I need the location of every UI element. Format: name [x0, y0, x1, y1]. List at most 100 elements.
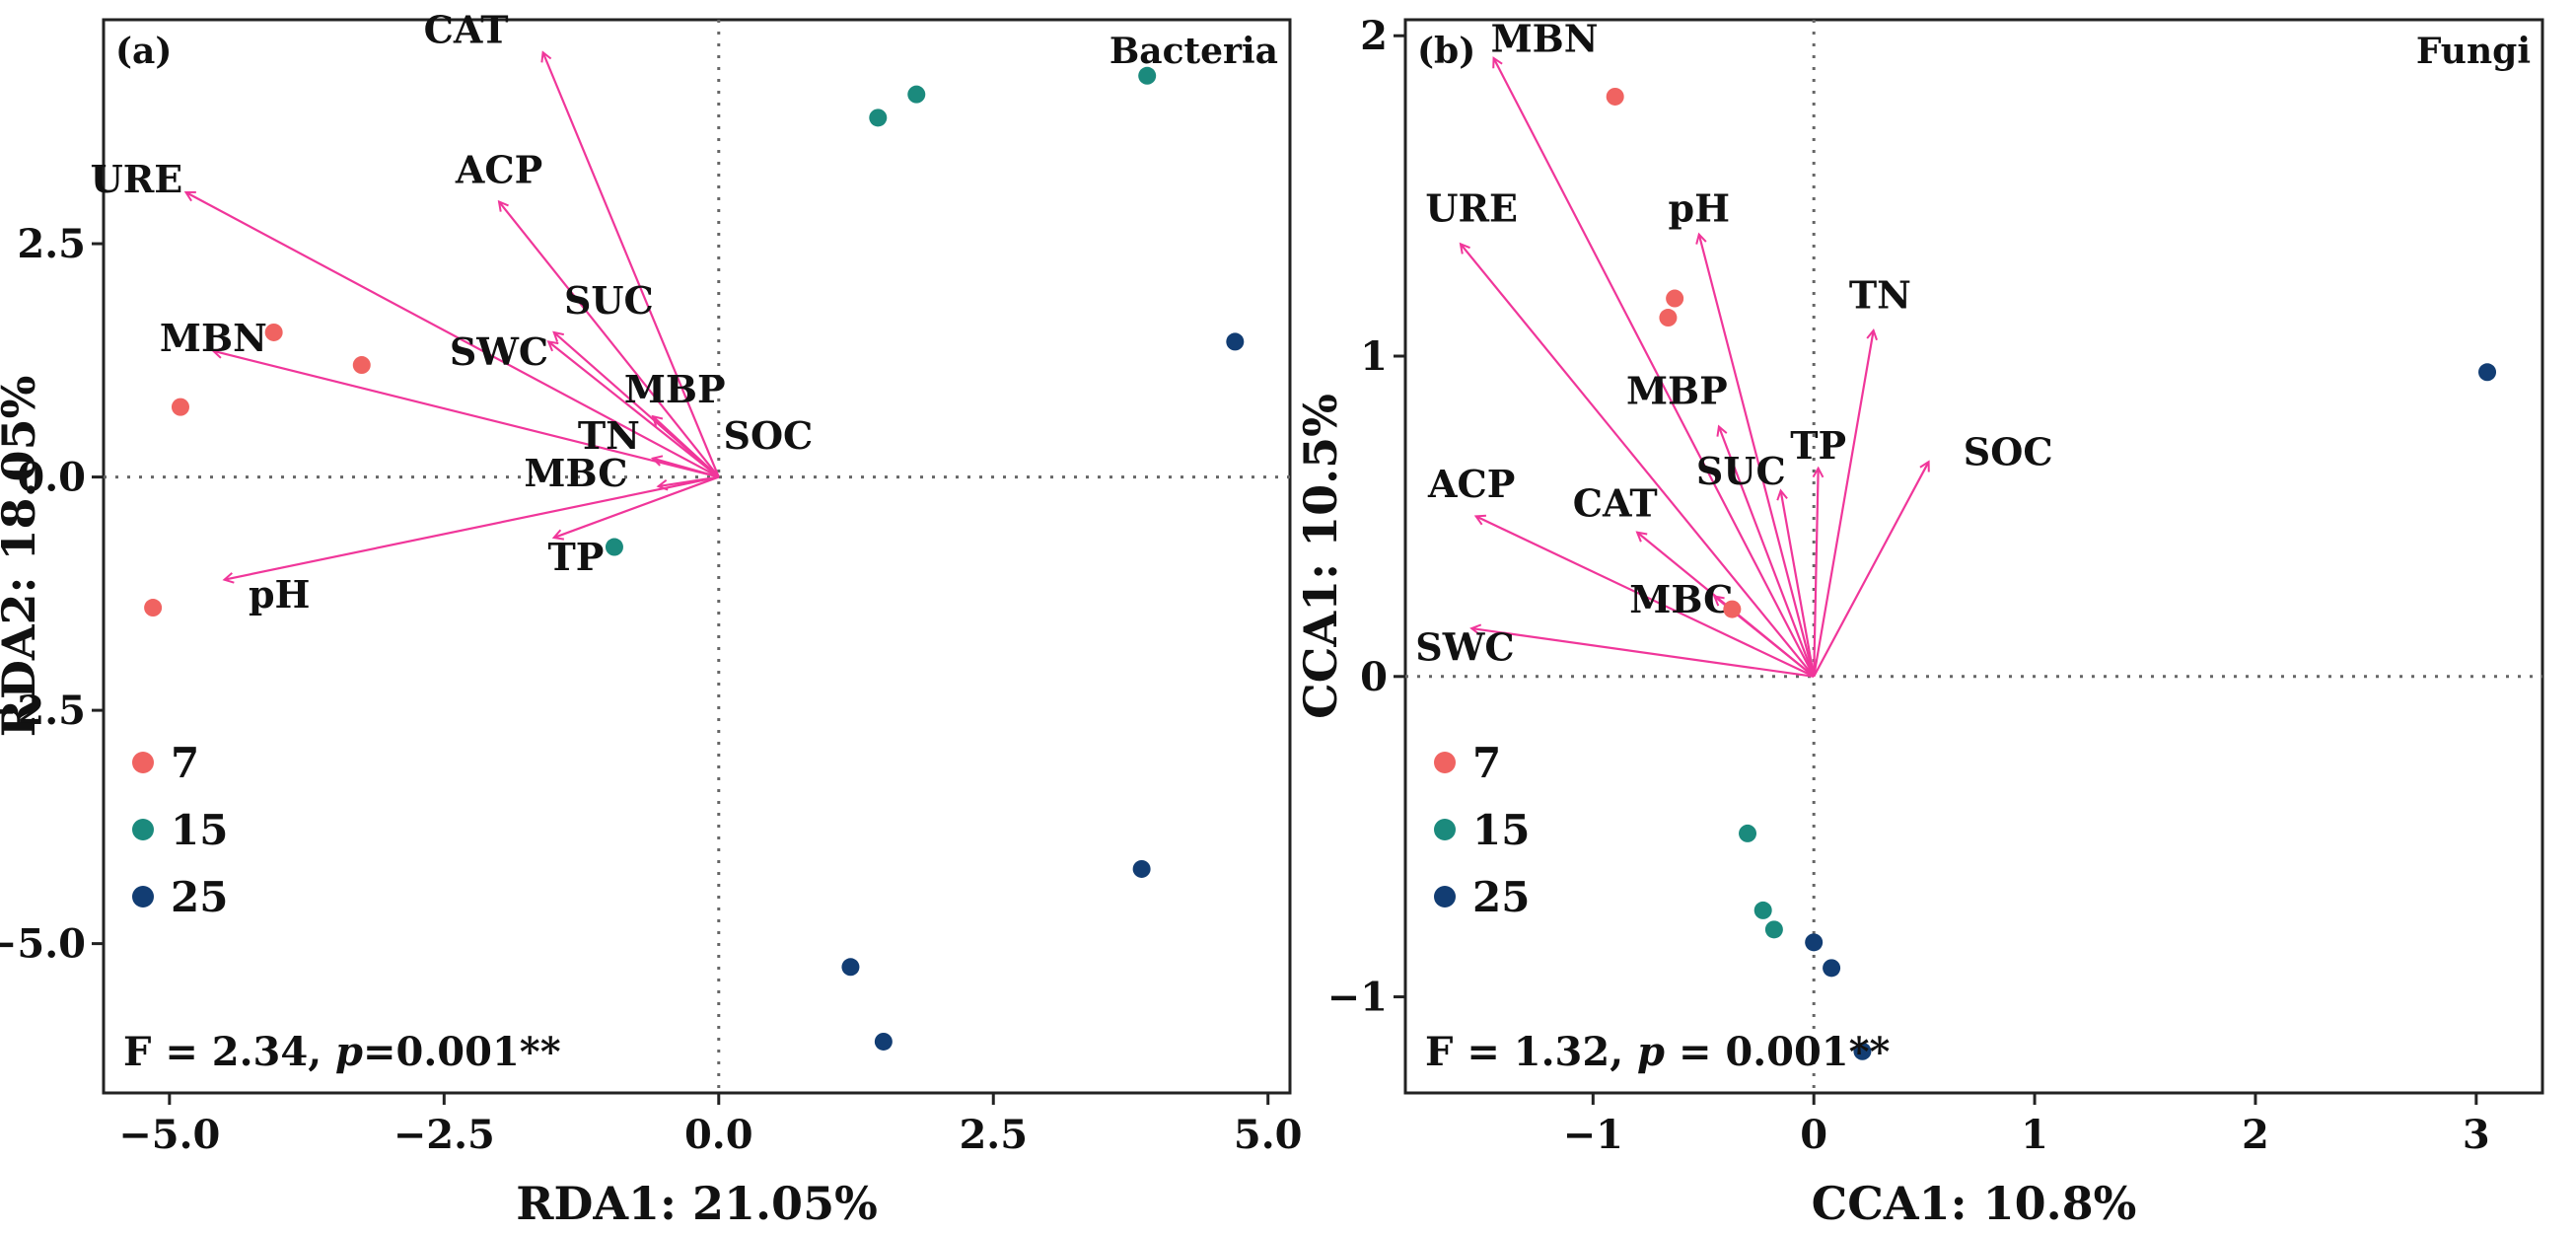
vector-label-ure: URE: [1425, 186, 1518, 231]
legend-swatch-7: [1434, 752, 1456, 773]
vector-swc: [548, 341, 720, 478]
x-axis-ticks: −5.0 −2.5 0.0 2.5 5.0: [118, 1093, 1303, 1158]
legend-swatch-15: [1434, 819, 1456, 840]
vector-ure: [1461, 244, 1816, 678]
vector-label-ph: pH: [1669, 186, 1730, 231]
y-tick-label: 0.0: [17, 455, 86, 501]
zero-reference-lines: [104, 20, 1290, 1093]
stat-p: p: [1637, 1029, 1665, 1075]
vector-label-mbp: MBP: [624, 367, 726, 411]
vector-ure: [186, 192, 720, 478]
x-tick-label: 0: [1800, 1112, 1827, 1158]
plot-frame: [102, 18, 1292, 1095]
point-group-15: [1138, 66, 1157, 85]
vector-tp: [554, 475, 720, 538]
point-group-25: [2478, 363, 2497, 382]
vector-tn: [653, 459, 720, 478]
vector-mbp: [653, 416, 720, 478]
point-group-15: [1739, 824, 1757, 842]
point-group-15: [1753, 901, 1772, 919]
vector-cat: [543, 52, 720, 478]
y-axis-label: CCA1: 10.5%: [1294, 394, 1347, 719]
x-tick-label: 0.0: [684, 1112, 753, 1158]
legend-label-25: 25: [171, 873, 228, 921]
vector-label-acp: ACP: [1427, 462, 1515, 506]
point-group-15: [907, 85, 926, 104]
stat-annotation: F = 2.34, p=0.001**: [123, 1029, 561, 1075]
panel-label: (a): [115, 31, 172, 72]
vector-mbn: [213, 351, 720, 478]
legend-label-25: 25: [1472, 873, 1530, 921]
y-tick-label: 2: [1360, 13, 1388, 59]
vector-label-mbn: MBN: [1491, 16, 1599, 60]
x-tick-label: 1: [2021, 1112, 2048, 1158]
vector-label-tn: TN: [578, 413, 640, 458]
x-tick-label: −5.0: [118, 1112, 220, 1158]
vector-label-cat: CAT: [424, 8, 509, 52]
legend-swatch-7: [132, 752, 154, 773]
legend-swatch-15: [132, 819, 154, 840]
y-tick-label: −2.5: [0, 688, 86, 734]
x-tick-label: −1: [1563, 1112, 1623, 1158]
point-group-7: [1606, 87, 1624, 106]
legend-label-15: 15: [171, 806, 228, 854]
stat-prefix: F = 2.34,: [123, 1029, 335, 1075]
zero-reference-lines: [1405, 20, 2542, 1093]
point-group-7: [171, 398, 189, 416]
environment-vectors: [186, 52, 720, 580]
vector-label-acp: ACP: [455, 148, 542, 192]
vector-label-mbp: MBP: [1626, 369, 1728, 413]
panel-title: Fungi: [2416, 31, 2531, 72]
x-tick-label: −2.5: [394, 1112, 495, 1158]
vector-label-suc: SUC: [564, 278, 654, 323]
point-group-25: [874, 1032, 893, 1051]
x-tick-label: 2: [2242, 1112, 2269, 1158]
vector-ph: [225, 475, 720, 580]
stat-p: p: [335, 1029, 363, 1075]
vector-label-soc: SOC: [1964, 429, 2053, 473]
sample-points: [144, 66, 1245, 1051]
vector-mbp: [1719, 426, 1816, 678]
point-group-7: [352, 356, 371, 375]
point-group-25: [1132, 859, 1151, 878]
vector-label-suc: SUC: [1696, 449, 1786, 493]
vector-tn: [1813, 330, 1873, 677]
vector-label-mbc: MBC: [1629, 577, 1733, 621]
stat-suffix: = 0.001**: [1665, 1029, 1891, 1075]
x-axis-label: CCA1: 10.8%: [1812, 1177, 2137, 1230]
panel-label: (b): [1417, 31, 1475, 72]
point-group-7: [1659, 309, 1678, 327]
y-tick-label: 0: [1360, 654, 1388, 700]
vector-label-ph: pH: [249, 572, 310, 617]
y-axis-label: RDA2: 18.05%: [0, 376, 45, 738]
y-axis-ticks: −1 0 1 2: [1327, 13, 1405, 1021]
stat-prefix: F = 1.32,: [1425, 1029, 1637, 1075]
y-tick-label: 1: [1360, 333, 1388, 380]
y-tick-label: −1: [1327, 975, 1388, 1021]
point-group-25: [1226, 332, 1245, 351]
vector-label-swc: SWC: [1415, 625, 1514, 670]
vector-label-tn: TN: [1849, 272, 1911, 317]
legend-label-7: 7: [1472, 739, 1501, 787]
x-tick-label: 3: [2463, 1112, 2490, 1158]
vector-swc: [1471, 628, 1815, 678]
legend-swatch-25: [1434, 886, 1456, 907]
point-group-7: [1723, 600, 1742, 618]
y-axis-ticks: −5.0 −2.5 0.0 2.5: [0, 221, 104, 968]
panel-title: Bacteria: [1109, 31, 1278, 72]
stat-annotation: F = 1.32, p = 0.001**: [1425, 1029, 1891, 1075]
vector-label-cat: CAT: [1573, 480, 1658, 525]
x-tick-label: 2.5: [959, 1112, 1028, 1158]
vector-label-mbc: MBC: [524, 451, 627, 495]
vector-soc: [1813, 462, 1928, 678]
point-group-7: [1666, 289, 1684, 308]
x-axis-label: RDA1: 21.05%: [516, 1177, 878, 1230]
vector-mbn: [1494, 58, 1816, 678]
vector-label-tp: TP: [548, 535, 605, 579]
point-group-15: [1764, 920, 1783, 939]
x-tick-label: 5.0: [1234, 1112, 1303, 1158]
point-group-7: [144, 599, 163, 617]
